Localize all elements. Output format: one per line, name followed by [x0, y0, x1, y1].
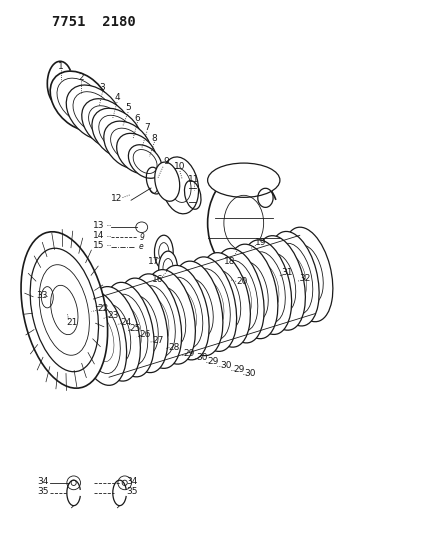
Text: e: e — [139, 243, 143, 252]
Text: 4: 4 — [114, 93, 120, 102]
Ellipse shape — [131, 274, 181, 368]
Ellipse shape — [145, 270, 195, 364]
Ellipse shape — [66, 85, 122, 140]
Text: 34: 34 — [127, 477, 138, 486]
Text: 35: 35 — [37, 487, 49, 496]
Ellipse shape — [128, 145, 162, 178]
Ellipse shape — [117, 133, 157, 174]
Ellipse shape — [282, 227, 333, 322]
Ellipse shape — [200, 253, 250, 347]
Text: 31: 31 — [281, 268, 293, 277]
Ellipse shape — [159, 251, 178, 285]
Text: 34: 34 — [37, 477, 49, 486]
Text: 12: 12 — [111, 194, 123, 203]
Text: 23: 23 — [107, 311, 119, 320]
Ellipse shape — [155, 162, 180, 201]
Ellipse shape — [214, 248, 264, 343]
Ellipse shape — [227, 244, 278, 338]
Text: 30: 30 — [244, 369, 256, 378]
Text: 11: 11 — [188, 174, 199, 183]
Text: 29: 29 — [208, 358, 219, 367]
Text: 14: 14 — [92, 231, 104, 240]
Ellipse shape — [90, 287, 140, 381]
Ellipse shape — [50, 71, 110, 131]
Ellipse shape — [268, 231, 319, 326]
Ellipse shape — [82, 99, 132, 149]
Text: 8: 8 — [152, 134, 158, 143]
Text: 28: 28 — [168, 343, 179, 352]
Text: 29: 29 — [184, 350, 195, 359]
Text: 30: 30 — [196, 353, 208, 362]
Text: 2: 2 — [78, 72, 84, 82]
Ellipse shape — [161, 157, 199, 214]
Text: 21: 21 — [66, 318, 77, 327]
Text: 19: 19 — [255, 238, 267, 247]
Text: 13: 13 — [92, 221, 104, 230]
Ellipse shape — [21, 232, 107, 388]
Text: 29: 29 — [233, 366, 244, 374]
Ellipse shape — [104, 282, 154, 377]
Ellipse shape — [76, 291, 127, 385]
Text: 27: 27 — [152, 336, 163, 345]
Text: 10: 10 — [174, 163, 186, 171]
Ellipse shape — [208, 163, 280, 197]
Ellipse shape — [158, 265, 209, 360]
Text: 26: 26 — [140, 330, 151, 339]
Text: 9: 9 — [140, 233, 145, 242]
Text: 9: 9 — [163, 157, 169, 166]
Text: 33: 33 — [36, 291, 48, 300]
Ellipse shape — [117, 278, 168, 373]
Text: 30: 30 — [220, 361, 232, 370]
Text: 24: 24 — [120, 318, 131, 327]
Ellipse shape — [104, 121, 152, 169]
Text: 35: 35 — [127, 487, 138, 496]
Ellipse shape — [186, 257, 237, 351]
Ellipse shape — [172, 261, 223, 356]
Text: 16: 16 — [152, 275, 163, 284]
Text: 18: 18 — [224, 257, 236, 265]
Ellipse shape — [92, 108, 142, 158]
Text: 25: 25 — [130, 324, 141, 333]
Text: 15: 15 — [92, 241, 104, 250]
Text: 6: 6 — [134, 114, 140, 123]
Ellipse shape — [255, 236, 305, 330]
Text: 7751  2180: 7751 2180 — [52, 14, 136, 29]
Text: 3: 3 — [100, 83, 105, 92]
Text: 7: 7 — [144, 123, 150, 132]
Text: 5: 5 — [125, 103, 131, 112]
Text: 20: 20 — [236, 277, 247, 286]
Text: 32: 32 — [300, 273, 311, 282]
Text: 1: 1 — [58, 62, 64, 70]
Ellipse shape — [241, 240, 291, 334]
Ellipse shape — [155, 235, 173, 269]
Text: 17: 17 — [148, 257, 159, 265]
Text: 22: 22 — [97, 304, 108, 313]
